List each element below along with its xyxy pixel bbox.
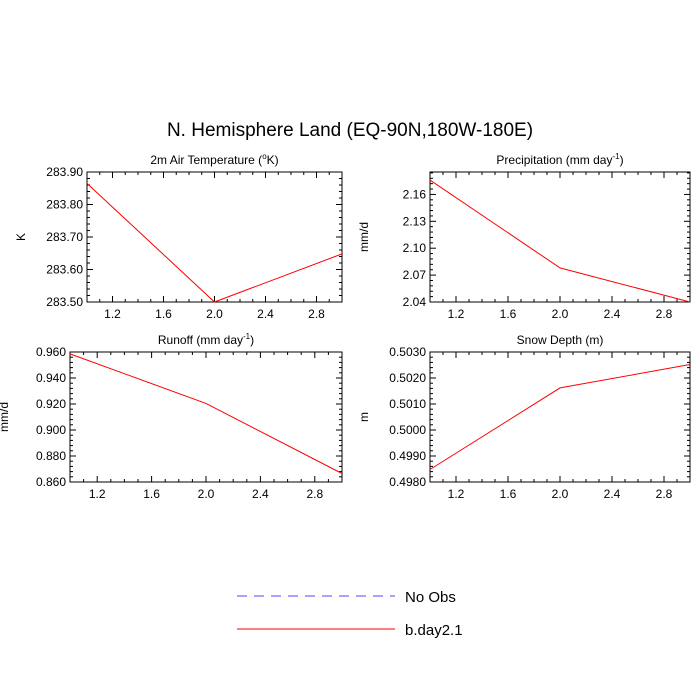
y-tick-label: 0.960 bbox=[36, 345, 66, 359]
y-tick-label: 0.5030 bbox=[389, 345, 426, 359]
plot-frame bbox=[86, 171, 343, 303]
y-tick-label: 0.5010 bbox=[389, 397, 426, 411]
panel-2: Precipitation (mm day-1) mm/d 1.2 1.6 2.0 2.4… bbox=[357, 152, 691, 321]
y-axis-label: m bbox=[357, 412, 371, 422]
x-tick-label: 1.2 bbox=[448, 487, 465, 501]
legend-label-2: b.day2.1 bbox=[405, 622, 463, 639]
series-line bbox=[86, 183, 343, 303]
y-tick-label: 2.16 bbox=[403, 187, 427, 201]
x-tick-label: 1.2 bbox=[448, 307, 465, 321]
y-tick-label: 2.07 bbox=[403, 268, 427, 282]
y-tick-label: 2.04 bbox=[403, 295, 427, 309]
y-tick-label: 0.5020 bbox=[389, 371, 426, 385]
y-tick-label: 2.13 bbox=[403, 214, 427, 228]
panel-title-superscript: o bbox=[262, 152, 267, 161]
x-tick-label: 1.6 bbox=[143, 487, 160, 501]
x-tick-label: 2.0 bbox=[552, 307, 569, 321]
x-tick-label: 1.2 bbox=[104, 307, 121, 321]
y-axis-label: mm/d bbox=[0, 402, 11, 432]
panel-title-main: Runoff (mm day bbox=[158, 333, 243, 347]
panel-title-tail: K) bbox=[267, 153, 279, 167]
x-tick-label: 2.4 bbox=[604, 487, 621, 501]
x-tick-label: 2.8 bbox=[656, 307, 673, 321]
y-tick-label: 283.60 bbox=[46, 263, 83, 277]
x-tick-label: 2.4 bbox=[604, 307, 621, 321]
x-tick-label: 2.8 bbox=[306, 487, 323, 501]
y-tick-label: 0.880 bbox=[36, 449, 66, 463]
x-tick-label: 1.6 bbox=[500, 307, 517, 321]
x-tick-label: 2.0 bbox=[552, 487, 569, 501]
y-tick-label: 283.80 bbox=[46, 198, 83, 212]
panel-title-superscript: -1 bbox=[243, 332, 251, 341]
y-tick-label: 283.50 bbox=[46, 295, 83, 309]
x-tick-label: 2.8 bbox=[656, 487, 673, 501]
x-tick-label: 2.4 bbox=[252, 487, 269, 501]
y-axis-label: K bbox=[14, 233, 28, 241]
y-tick-label: 0.5000 bbox=[389, 423, 426, 437]
series-line bbox=[429, 364, 691, 470]
series-line bbox=[69, 353, 343, 474]
x-tick-label: 2.4 bbox=[257, 307, 274, 321]
plot-frame bbox=[429, 171, 691, 303]
y-tick-label: 283.70 bbox=[46, 230, 83, 244]
panel-title-tail: ) bbox=[620, 153, 624, 167]
x-tick-label: 2.0 bbox=[198, 487, 215, 501]
y-tick-label: 2.10 bbox=[403, 241, 427, 255]
x-tick-label: 1.2 bbox=[89, 487, 106, 501]
y-tick-label: 0.940 bbox=[36, 371, 66, 385]
panel-4: Snow Depth (m) m 1.2 1.6 2.0 2.4 2.8 0.4980 0.49… bbox=[357, 333, 691, 501]
legend-label-1: No Obs bbox=[405, 589, 456, 606]
panel-title-main: Snow Depth (m) bbox=[517, 333, 604, 347]
panel-1: 2m Air Temperature (oK) K 1.2 1.6 2.0 2.4 2.8 2… bbox=[14, 152, 343, 321]
x-tick-label: 2.8 bbox=[308, 307, 325, 321]
panel-title-superscript: -1 bbox=[612, 152, 620, 161]
legend: No Obs b.day2.1 bbox=[237, 589, 463, 639]
figure-title: N. Hemisphere Land (EQ-90N,180W-180E) bbox=[167, 120, 533, 141]
x-tick-label: 1.6 bbox=[155, 307, 172, 321]
x-tick-label: 1.6 bbox=[500, 487, 517, 501]
panel-title: Precipitation (mm day-1) bbox=[496, 152, 623, 167]
panel-title: Runoff (mm day-1) bbox=[158, 332, 254, 347]
y-tick-label: 0.4980 bbox=[389, 475, 426, 489]
panel-title-main: Precipitation (mm day bbox=[496, 153, 612, 167]
y-tick-label: 0.920 bbox=[36, 397, 66, 411]
y-tick-label: 283.90 bbox=[46, 165, 83, 179]
y-tick-label: 0.4990 bbox=[389, 449, 426, 463]
y-tick-label: 0.900 bbox=[36, 423, 66, 437]
panel-title: 2m Air Temperature (oK) bbox=[150, 152, 278, 167]
x-tick-label: 2.0 bbox=[206, 307, 223, 321]
panel-3: Runoff (mm day-1) mm/d 1.2 1.6 2.0 2.4 2.8 0.86… bbox=[0, 332, 343, 501]
plot-frame bbox=[69, 351, 343, 483]
y-tick-label: 0.860 bbox=[36, 475, 66, 489]
panel-title-main: 2m Air Temperature ( bbox=[150, 153, 262, 167]
panels: 2m Air Temperature (oK) K 1.2 1.6 2.0 2.4 2.8 2… bbox=[0, 152, 691, 501]
y-axis-label: mm/d bbox=[357, 222, 371, 252]
series-line bbox=[429, 179, 691, 303]
panel-title: Snow Depth (m) bbox=[517, 333, 604, 347]
panel-title-tail: ) bbox=[250, 333, 254, 347]
